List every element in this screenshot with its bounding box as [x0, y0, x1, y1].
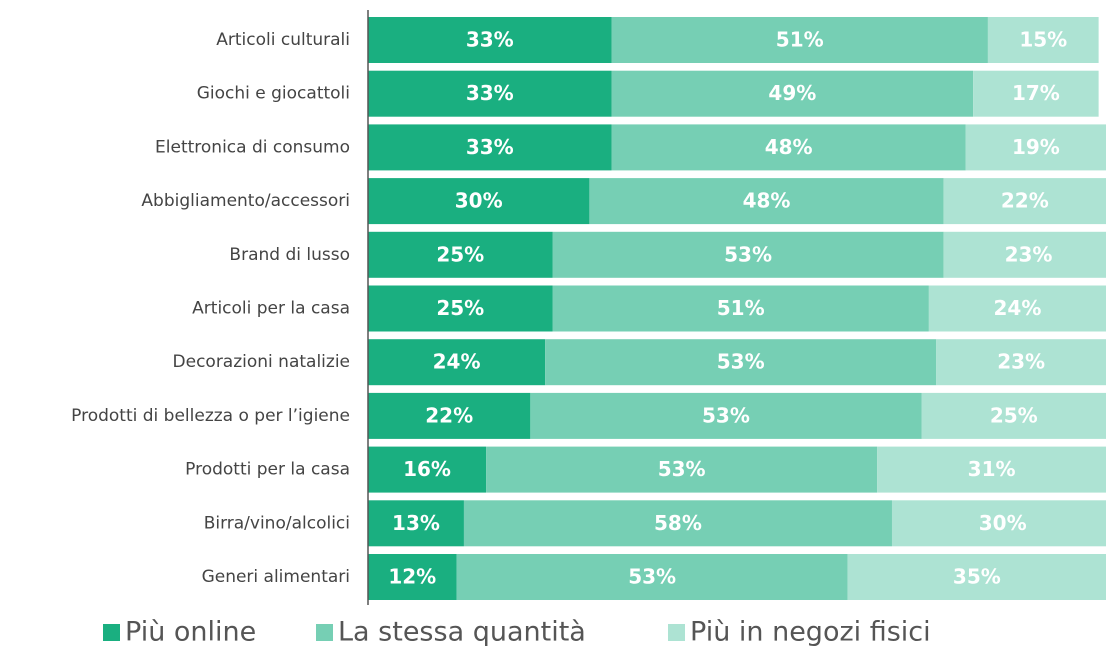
data-label: 17% [1012, 81, 1060, 105]
bar-segment [928, 285, 1106, 332]
bar-segment [368, 70, 612, 117]
category-label: Generi alimentari [202, 567, 350, 587]
data-label: 13% [392, 511, 440, 535]
data-label: 23% [997, 350, 1045, 374]
data-label: 53% [717, 350, 765, 374]
bar-segment [921, 392, 1106, 439]
data-label: 19% [1012, 135, 1060, 159]
data-label: 25% [436, 242, 484, 266]
legend-label: Più in negozi fisici [690, 617, 931, 648]
bar-segment [368, 554, 457, 600]
bar-segment [589, 178, 944, 225]
category-label: Abbigliamento/accessori [141, 191, 350, 211]
data-label: 53% [628, 565, 676, 589]
bar-segment [368, 178, 590, 225]
bar-segment [973, 70, 1099, 117]
bar-segment [611, 17, 988, 63]
bar-segment [552, 285, 929, 332]
bar-segment [891, 500, 1106, 547]
data-label: 16% [403, 457, 451, 481]
category-label: Brand di lusso [229, 245, 350, 265]
data-label: 35% [953, 565, 1001, 589]
bar-segment [611, 70, 974, 117]
category-label: Giochi e giocattoli [197, 84, 350, 104]
bar-segment [368, 124, 612, 171]
bar-segment [943, 178, 1106, 225]
data-label: 49% [768, 81, 816, 105]
data-label: 25% [990, 403, 1038, 427]
category-label: Articoli culturali [216, 30, 350, 50]
data-label: 51% [776, 28, 824, 52]
data-label: 53% [724, 242, 772, 266]
bar-segment [368, 339, 546, 386]
bar-segment [368, 285, 553, 332]
category-label: Decorazioni natalizie [173, 352, 350, 372]
legend-swatch [668, 624, 685, 641]
data-label: 31% [968, 457, 1016, 481]
data-label: 51% [717, 296, 765, 320]
data-label: 30% [979, 511, 1027, 535]
legend-swatch [103, 624, 120, 641]
bar-segment [368, 446, 487, 493]
data-label: 22% [425, 403, 473, 427]
bar-segment [965, 124, 1106, 171]
bar-segment [456, 554, 848, 600]
bar-segment [545, 339, 937, 386]
bar-segment [552, 231, 944, 278]
data-label: 33% [466, 28, 514, 52]
legend-label: Più online [125, 617, 256, 648]
data-label: 58% [654, 511, 702, 535]
data-label: 24% [994, 296, 1042, 320]
data-label: 48% [743, 189, 791, 213]
data-label: 23% [1005, 242, 1053, 266]
bar-segment [611, 124, 966, 171]
bar-segment [877, 446, 1106, 493]
data-label: 24% [433, 350, 481, 374]
legend-swatch [316, 624, 333, 641]
data-label: 53% [658, 457, 706, 481]
category-label: Articoli per la casa [192, 299, 350, 319]
legend-label: La stessa quantità [338, 617, 586, 648]
data-label: 22% [1001, 189, 1049, 213]
bar-segment [486, 446, 878, 493]
bar-segment [987, 17, 1099, 63]
bar-segment [368, 231, 553, 278]
category-label: Prodotti di bellezza o per l’igiene [71, 406, 350, 426]
data-label: 25% [436, 296, 484, 320]
data-label: 30% [455, 189, 503, 213]
bar-segment [936, 339, 1106, 386]
bar-segment [943, 231, 1106, 278]
bar-segment [847, 554, 1106, 600]
category-label: Elettronica di consumo [155, 137, 350, 157]
bar-segment [463, 500, 892, 547]
data-label: 33% [466, 135, 514, 159]
bar-segment [368, 500, 464, 547]
category-label: Prodotti per la casa [185, 460, 350, 480]
data-label: 33% [466, 81, 514, 105]
data-label: 53% [702, 403, 750, 427]
data-label: 12% [388, 565, 436, 589]
bar-segment [368, 17, 612, 63]
bar-segment [530, 392, 922, 439]
bar-segment [368, 392, 531, 439]
category-label: Birra/vino/alcolici [204, 513, 350, 533]
data-label: 15% [1019, 28, 1067, 52]
data-label: 48% [765, 135, 813, 159]
